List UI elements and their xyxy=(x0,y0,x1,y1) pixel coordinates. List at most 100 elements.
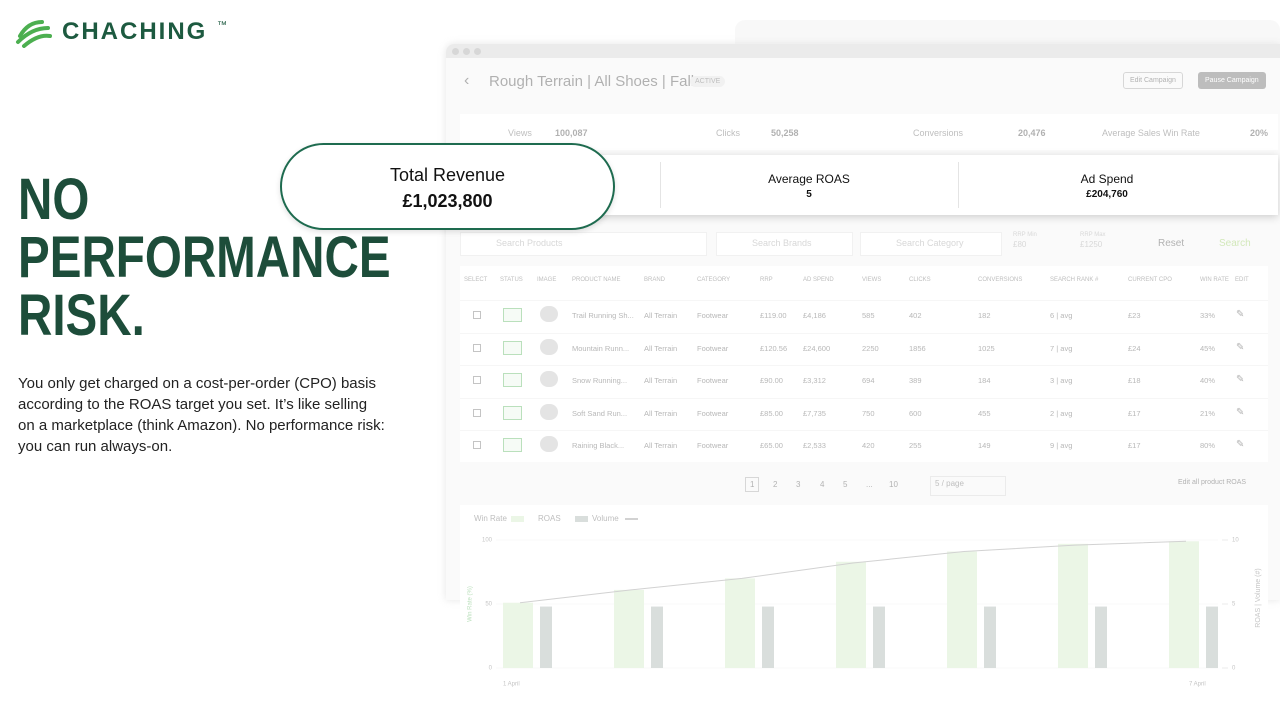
cell: Footwear xyxy=(697,343,729,353)
column-header: SELECT xyxy=(464,277,488,283)
cell: Footwear xyxy=(697,441,729,450)
checkbox[interactable] xyxy=(473,343,481,352)
cell: 694 xyxy=(862,376,875,385)
button[interactable]: Pause Campaign xyxy=(1198,72,1266,89)
checkbox[interactable] xyxy=(473,408,481,417)
column-header: VIEWS xyxy=(862,277,882,283)
edit-all-link[interactable]: Edit all product ROAS xyxy=(1178,479,1247,486)
page-link[interactable]: ... xyxy=(866,480,873,489)
cell: Soft Sand Run... xyxy=(572,408,628,418)
cell: All Terrain xyxy=(644,408,678,418)
window-dot xyxy=(474,48,481,55)
status-check xyxy=(503,405,522,420)
cell: Raining Black... xyxy=(572,441,625,450)
column-header: AD SPEND xyxy=(803,277,834,283)
checkbox[interactable] xyxy=(473,376,481,384)
edit-icon[interactable]: ✎ xyxy=(1236,309,1245,320)
cell: £17 xyxy=(1128,441,1141,450)
row-divider xyxy=(460,332,1268,334)
row-divider xyxy=(460,397,1268,399)
bar xyxy=(540,606,552,668)
page-size[interactable]: 5 / page xyxy=(930,476,1006,496)
campaign-title: Rough Terrain | All Shoes | Fall xyxy=(489,73,695,90)
page-link[interactable]: 2 xyxy=(773,480,778,489)
edit-icon[interactable]: ✎ xyxy=(1236,406,1245,418)
edit-icon[interactable]: ✎ xyxy=(1236,374,1245,385)
cell: Footwear xyxy=(697,376,729,385)
cell: £119.00 xyxy=(760,311,787,320)
column-header: CLICKS xyxy=(909,277,931,283)
page-link[interactable]: 10 xyxy=(889,480,898,489)
cell: 80% xyxy=(1200,441,1216,450)
row-divider xyxy=(460,430,1268,431)
status-badge: ACTIVE xyxy=(690,76,726,87)
highlight-pill xyxy=(280,143,615,230)
table xyxy=(460,266,1268,462)
product-image xyxy=(540,371,558,387)
cell: 184 xyxy=(978,376,991,385)
button[interactable]: Edit Campaign xyxy=(1123,72,1183,89)
legend-label: ROAS xyxy=(538,514,561,523)
page-link[interactable]: 3 xyxy=(796,480,801,489)
column-header: CATEGORY xyxy=(697,277,731,283)
search-input[interactable] xyxy=(716,232,853,256)
cell: 585 xyxy=(862,311,875,320)
column-header: SEARCH RANK # xyxy=(1050,277,1099,283)
cell: 45% xyxy=(1200,343,1216,353)
legend-label: Volume xyxy=(592,514,619,523)
row-divider xyxy=(460,300,1268,301)
search-placeholder: Search Brands xyxy=(752,238,812,248)
column-header: IMAGE xyxy=(537,277,557,283)
cell: All Terrain xyxy=(644,441,678,450)
cell: 2 | avg xyxy=(1050,408,1073,418)
column-header: EDIT xyxy=(1235,277,1249,283)
logo-icon xyxy=(16,20,52,48)
edit-icon[interactable]: ✎ xyxy=(1236,341,1245,353)
checkbox[interactable] xyxy=(473,441,481,449)
window-dot xyxy=(452,48,459,55)
cell: £90.00 xyxy=(760,376,783,385)
highlight-label: Total Revenue xyxy=(389,165,506,185)
cell: £4,186 xyxy=(803,311,826,320)
status-check xyxy=(503,340,522,355)
reset-button[interactable]: Reset xyxy=(1158,238,1185,249)
stats-row xyxy=(460,114,1278,150)
bar xyxy=(725,578,755,668)
cell: 182 xyxy=(978,311,991,320)
filter-value: £80 xyxy=(1013,240,1027,249)
column-header: BRAND xyxy=(644,277,666,283)
search-button[interactable]: Search xyxy=(1219,238,1251,249)
stat-label: Average Sales Win Rate xyxy=(1102,128,1200,138)
divider xyxy=(660,162,661,208)
x-tick-label: 1 April xyxy=(503,682,520,688)
cell: 21% xyxy=(1200,408,1216,418)
cell: 1856 xyxy=(909,343,926,353)
cell: Trail Running Sh... xyxy=(572,311,634,320)
page-link[interactable]: 4 xyxy=(820,480,825,489)
headline-line: RISK. xyxy=(18,283,145,348)
window xyxy=(446,44,1280,600)
highlight-label: Average ROAS xyxy=(768,172,850,186)
headline-line: NO xyxy=(18,167,90,232)
column-header: CONVERSIONS xyxy=(978,277,1023,283)
product-image xyxy=(540,338,558,355)
search-input[interactable] xyxy=(460,232,707,256)
stat-label: Conversions xyxy=(913,128,964,138)
stat-value: 20,476 xyxy=(1018,128,1046,138)
cell: 389 xyxy=(909,376,922,385)
y-tick-label: 50 xyxy=(485,602,492,608)
cell: 455 xyxy=(978,408,991,418)
page-link[interactable]: 5 xyxy=(843,480,848,489)
cell: 402 xyxy=(909,311,922,320)
bar xyxy=(947,551,977,668)
column-header: STATUS xyxy=(500,277,523,283)
filter-label: RRP Max xyxy=(1080,232,1106,238)
page-link[interactable]: 1 xyxy=(745,477,760,492)
search-input[interactable] xyxy=(860,232,1002,256)
checkbox[interactable] xyxy=(473,311,481,319)
window-bar xyxy=(446,44,1280,58)
cell: All Terrain xyxy=(644,376,678,385)
edit-icon[interactable]: ✎ xyxy=(1236,439,1245,450)
